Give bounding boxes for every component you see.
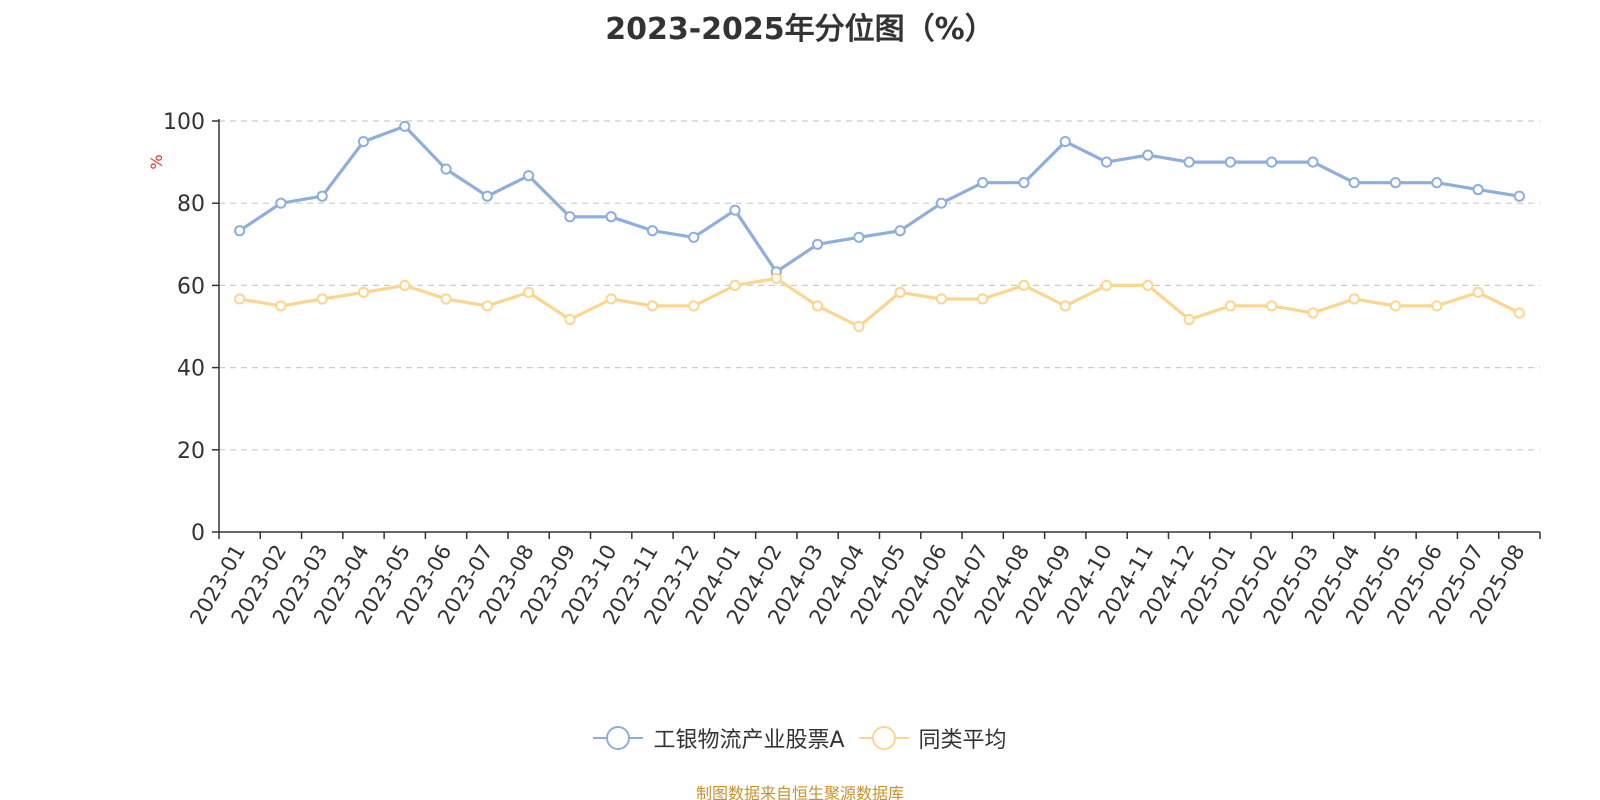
series-1-point-2024-05 bbox=[894, 225, 906, 237]
series-2-point-2024-11 bbox=[1142, 279, 1154, 291]
series-1-point-2023-05 bbox=[399, 120, 411, 132]
series-2-point-2023-10 bbox=[605, 293, 617, 305]
y-tick-label-100: 100 bbox=[163, 110, 205, 135]
series-2-point-2024-09 bbox=[1059, 300, 1071, 312]
series-1-point-2023-12 bbox=[688, 231, 700, 243]
series-2-point-2023-09 bbox=[564, 313, 576, 326]
series-2-point-2024-06 bbox=[935, 293, 948, 305]
series-1-point-2023-01 bbox=[234, 225, 246, 237]
series-1-point-2024-07 bbox=[977, 177, 989, 189]
series-2-point-2025-04 bbox=[1348, 293, 1360, 305]
series-1-point-2023-03 bbox=[316, 190, 328, 202]
series-2-point-2023-12 bbox=[688, 300, 700, 312]
series-1-point-2024-03 bbox=[811, 238, 824, 250]
legend-item-series2[interactable]: 同类平均 bbox=[858, 722, 1007, 754]
series-1-point-2024-10 bbox=[1100, 156, 1113, 168]
legend-marker-series1 bbox=[593, 725, 644, 751]
series-2-point-2023-04 bbox=[357, 286, 370, 298]
series-line-1 bbox=[238, 124, 1522, 274]
series-1-point-2023-04 bbox=[357, 135, 370, 148]
series-2-point-2023-03 bbox=[316, 293, 328, 305]
series-2-point-2023-05 bbox=[399, 279, 411, 291]
y-tick-label-60: 60 bbox=[177, 274, 205, 299]
legend-item-series1[interactable]: 工银物流产业股票A bbox=[593, 722, 845, 754]
series-1-point-2024-04 bbox=[853, 231, 865, 243]
chart-title: 2023-2025年分位图（%） bbox=[605, 12, 995, 47]
legend-marker-series2 bbox=[858, 725, 909, 751]
series-2-point-2025-08 bbox=[1513, 307, 1525, 319]
series-2-point-2024-01 bbox=[729, 279, 741, 291]
series-1-point-2024-01 bbox=[729, 204, 741, 216]
series-1-point-2023-02 bbox=[275, 197, 287, 209]
legend-label-series1: 工银物流产业股票A bbox=[653, 728, 845, 753]
series-1-point-2023-10 bbox=[605, 211, 617, 223]
series-1-point-2025-08 bbox=[1513, 190, 1525, 202]
series-1-point-2025-03 bbox=[1307, 156, 1319, 168]
series-1-point-2025-05 bbox=[1389, 177, 1402, 189]
series-1-point-2023-07 bbox=[481, 190, 493, 202]
data-source-note: 制图数据来自恒生聚源数据库 bbox=[695, 784, 904, 800]
series-1-point-2023-08 bbox=[523, 170, 535, 182]
series-1-point-2025-01 bbox=[1224, 156, 1236, 168]
series-2-point-2024-03 bbox=[811, 300, 824, 312]
series-2-point-2023-11 bbox=[646, 300, 659, 312]
series-2-point-2023-01 bbox=[234, 293, 246, 305]
series-2-point-2024-07 bbox=[977, 293, 989, 305]
series-2-point-2024-05 bbox=[894, 286, 906, 298]
series-2-point-2024-04 bbox=[853, 320, 865, 333]
series-2-point-2025-01 bbox=[1224, 300, 1236, 312]
series-2-point-2025-06 bbox=[1431, 300, 1443, 312]
series-2-point-2023-02 bbox=[275, 300, 287, 312]
series-1-point-2023-06 bbox=[440, 163, 452, 175]
series-1-point-2024-12 bbox=[1183, 156, 1195, 168]
series-1-point-2025-06 bbox=[1431, 177, 1443, 189]
series-2-point-2025-03 bbox=[1307, 307, 1319, 319]
series-1-point-2024-08 bbox=[1018, 177, 1030, 189]
series-2-point-2023-06 bbox=[440, 293, 452, 305]
y-tick-label-80: 80 bbox=[177, 192, 205, 217]
series-1-point-2025-07 bbox=[1472, 184, 1484, 196]
series-1-point-2024-11 bbox=[1142, 149, 1154, 161]
series-1-point-2025-02 bbox=[1266, 156, 1278, 168]
series-1-point-2025-04 bbox=[1348, 177, 1360, 189]
y-axis-label: % bbox=[147, 154, 166, 169]
series-2-point-2025-02 bbox=[1266, 300, 1278, 312]
series-line-2 bbox=[238, 276, 1522, 329]
series-2-point-2025-05 bbox=[1389, 300, 1402, 312]
series-2-point-2023-08 bbox=[523, 286, 535, 298]
legend-label-series2: 同类平均 bbox=[918, 728, 1007, 753]
y-tick-label-40: 40 bbox=[177, 357, 205, 382]
series-2-point-2024-08 bbox=[1018, 279, 1030, 291]
series-2-point-2025-07 bbox=[1472, 286, 1484, 298]
series-1-point-2023-11 bbox=[646, 225, 659, 237]
y-tick-label-0: 0 bbox=[191, 521, 205, 546]
series-1-point-2023-09 bbox=[564, 211, 576, 223]
series-1-point-2024-09 bbox=[1059, 135, 1071, 148]
series-2-point-2024-10 bbox=[1100, 279, 1113, 291]
series-1-point-2024-06 bbox=[935, 197, 948, 209]
series-2-point-2023-07 bbox=[481, 300, 493, 312]
series-2-point-2024-12 bbox=[1183, 313, 1195, 326]
y-tick-label-20: 20 bbox=[177, 439, 205, 464]
legend: 工银物流产业股票A 同类平均 bbox=[0, 722, 1600, 754]
series-2-point-2024-02 bbox=[770, 272, 782, 285]
